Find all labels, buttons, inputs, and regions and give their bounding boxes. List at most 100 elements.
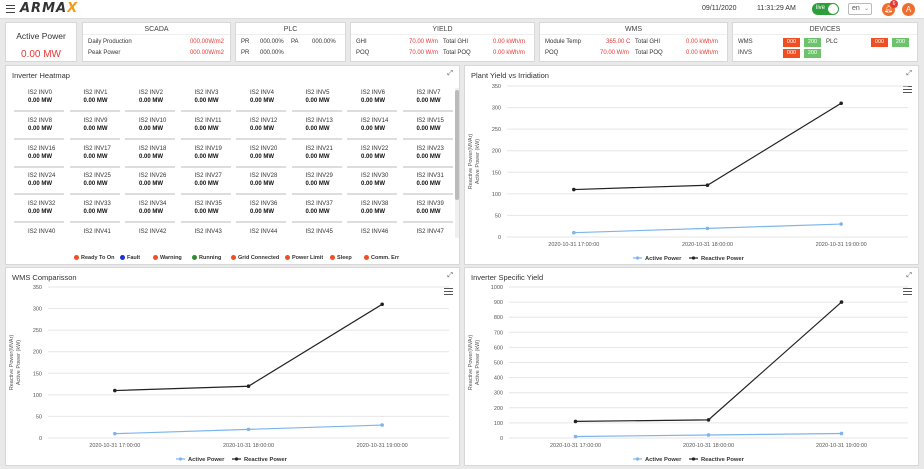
legend-item[interactable]: Ready To On [74,255,115,261]
heatmap-cell[interactable]: IS2 INV10 0.00 MW [123,116,177,142]
heatmap-cell[interactable]: IS2 INV4 0.00 MW [234,88,288,114]
legend-item[interactable]: Comm. Err [364,255,399,261]
notification-button[interactable]: 🔔︎ 6 [882,0,898,16]
inverter-status-bar [236,137,286,140]
toggle-knob [828,4,838,14]
heatmap-cell[interactable]: IS2 INV2 0.00 MW [123,88,177,114]
heatmap-cell[interactable]: IS2 INV5 0.00 MW [290,88,344,114]
heatmap-cell[interactable]: IS2 INV20 0.00 MW [234,144,288,170]
legend-label: Comm. Err [371,255,400,261]
heatmap-cell[interactable]: IS2 INV15 0.00 MW [401,116,455,142]
wms-fault-count[interactable]: 000 [783,38,800,47]
heatmap-cell[interactable]: IS2 INV9 0.00 MW [68,116,122,142]
heatmap-cell[interactable]: IS2 INV7 0.00 MW [401,88,455,114]
heatmap-cell[interactable]: IS2 INV29 0.00 MW [290,171,344,197]
invs-ok-count[interactable]: 200 [804,49,821,58]
heatmap-cell[interactable]: IS2 INV1 0.00 MW [68,88,122,114]
heatmap-cell[interactable]: IS2 INV25 0.00 MW [68,171,122,197]
legend-item[interactable]: Fault [120,255,140,261]
inverter-value: 0.00 MW [305,125,330,132]
heatmap-cell[interactable]: IS2 INV22 0.00 MW [345,144,399,170]
legend-item[interactable]: Power Limit [285,255,323,261]
legend-label: Sleep [337,255,352,261]
heatmap-scrollbar[interactable] [455,88,459,238]
legend-label: Fault [127,255,141,261]
heatmap-cell[interactable]: IS2 INV43 [179,227,233,238]
legend-item[interactable]: Warning [153,255,182,261]
heatmap-cell[interactable]: IS2 INV34 0.00 MW [123,199,177,225]
heatmap-cell[interactable]: IS2 INV18 0.00 MW [123,144,177,170]
heatmap-cell[interactable]: IS2 INV41 [68,227,122,238]
heatmap-cell[interactable]: IS2 INV35 0.00 MW [179,199,233,225]
y-axis-label: Reactive Power(MVAr) [468,335,474,391]
heatmap-cell[interactable]: IS2 INV27 0.00 MW [179,171,233,197]
language-select[interactable]: en ⌄ [848,3,872,15]
heatmap-cell[interactable]: IS2 INV14 0.00 MW [345,116,399,142]
data-point [839,431,844,436]
heatmap-cell[interactable]: IS2 INV28 0.00 MW [234,171,288,197]
legend-item[interactable]: Sleep [330,255,352,261]
legend-item[interactable]: Grid Connected [231,255,279,261]
heatmap-cell[interactable]: IS2 INV11 0.00 MW [179,116,233,142]
inverter-value: 0.00 MW [416,209,441,216]
menu-icon[interactable] [6,5,15,13]
scrollbar-thumb[interactable] [455,90,459,200]
heatmap-cell[interactable]: IS2 INV21 0.00 MW [290,144,344,170]
inverter-name: IS2 INV43 [194,229,222,235]
expand-icon[interactable]: ⤢ [447,70,453,77]
chart-menu-icon[interactable] [903,288,912,295]
wms-poq-value: 70.00 W/m [600,50,630,56]
heatmap-cell[interactable]: IS2 INV30 0.00 MW [345,171,399,197]
expand-icon[interactable]: ⤢ [447,272,453,279]
live-toggle[interactable]: live [812,3,839,15]
heatmap-cell[interactable]: IS2 INV33 0.00 MW [68,199,122,225]
inverter-name: IS2 INV29 [305,173,333,180]
heatmap-cell[interactable]: IS2 INV8 0.00 MW [12,116,66,142]
heatmap-cell[interactable]: IS2 INV36 0.00 MW [234,199,288,225]
wms-title: WMS [540,23,727,35]
legend-item[interactable]: Running [192,255,221,261]
heatmap-cell[interactable]: IS2 INV38 0.00 MW [345,199,399,225]
expand-icon[interactable]: ⤢ [906,70,912,77]
heatmap-cell[interactable]: IS2 INV16 0.00 MW [12,144,66,170]
heatmap-cell[interactable]: IS2 INV23 0.00 MW [401,144,455,170]
heatmap-cell[interactable]: IS2 INV17 0.00 MW [68,144,122,170]
heatmap-cell[interactable]: IS2 INV37 0.00 MW [290,199,344,225]
plc-ok-count[interactable]: 200 [892,38,909,47]
inverter-name: IS2 INV14 [361,117,389,124]
heatmap-cell[interactable]: IS2 INV40 [12,227,66,238]
heatmap-cell[interactable]: IS2 INV45 [290,227,344,238]
heatmap-cell[interactable]: IS2 INV13 0.00 MW [290,116,344,142]
wms-poq-label: POQ [545,50,559,56]
heatmap-cell[interactable]: IS2 INV0 0.00 MW [12,88,66,114]
chart-menu-icon[interactable] [444,288,453,295]
inverter-name: IS2 INV15 [416,117,444,124]
inverter-value: 0.00 MW [28,209,53,216]
heatmap-cell[interactable]: IS2 INV39 0.00 MW [401,199,455,225]
y-tick-label: 350 [492,84,501,90]
logo[interactable]: ARMAX [20,1,79,16]
heatmap-cell[interactable]: IS2 INV31 0.00 MW [401,171,455,197]
devices-title: DEVICES [733,23,917,35]
inverter-status-bar [347,137,397,140]
heatmap-cell[interactable]: IS2 INV42 [123,227,177,238]
heatmap-cell[interactable]: IS2 INV12 0.00 MW [234,116,288,142]
avatar[interactable]: A [902,3,915,16]
invs-fault-count[interactable]: 000 [783,49,800,58]
wms-ok-count[interactable]: 200 [804,38,821,47]
inverter-name: IS2 INV0 [28,90,53,96]
expand-icon[interactable]: ⤢ [906,272,912,279]
heatmap-cell[interactable]: IS2 INV47 [401,227,455,238]
heatmap-cell[interactable]: IS2 INV44 [234,227,288,238]
inverter-value: 0.00 MW [250,98,275,104]
plc-fault-count[interactable]: 000 [871,38,888,47]
heatmap-cell[interactable]: IS2 INV26 0.00 MW [123,171,177,197]
heatmap-cell[interactable]: IS2 INV32 0.00 MW [12,199,66,225]
inverter-name: IS2 INV23 [416,145,444,152]
heatmap-cell[interactable]: IS2 INV6 0.00 MW [345,88,399,114]
heatmap-cell[interactable]: IS2 INV3 0.00 MW [179,88,233,114]
heatmap-cell[interactable]: IS2 INV19 0.00 MW [179,144,233,170]
inverter-status-bar [180,193,231,196]
heatmap-cell[interactable]: IS2 INV46 [345,227,399,238]
heatmap-cell[interactable]: IS2 INV24 0.00 MW [12,171,66,197]
